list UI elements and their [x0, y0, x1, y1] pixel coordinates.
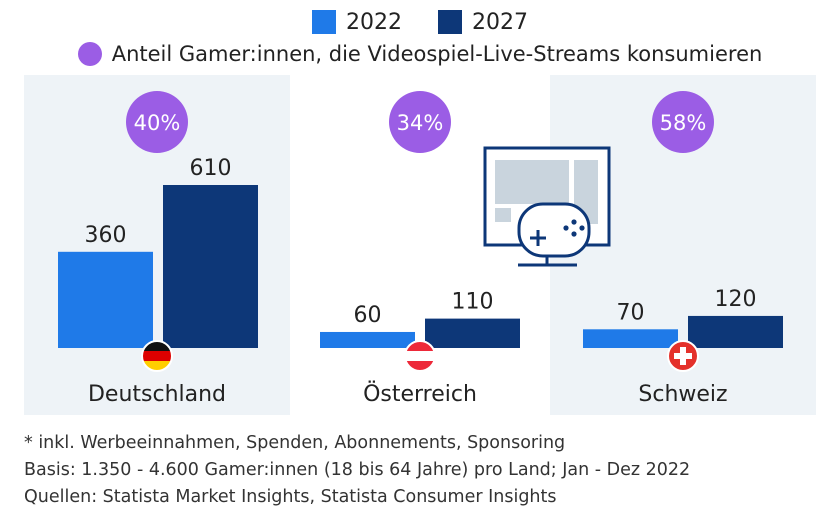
legend-item-2027: 2027: [438, 10, 528, 35]
share-value-label: 58%: [660, 111, 707, 135]
footnotes: * inkl. Werbeeinnahmen, Spenden, Abonnem…: [24, 430, 690, 511]
legend-swatch-2027: [438, 10, 462, 34]
legend-label-2027: 2027: [472, 9, 528, 35]
category-label: Österreich: [363, 381, 477, 407]
share-circle: [389, 91, 451, 153]
legend-label-2022: 2022: [346, 9, 402, 35]
share-circle: [126, 91, 188, 153]
austrian-flag-icon: [404, 340, 436, 372]
category-label: Schweiz: [638, 382, 727, 407]
swiss-flag-icon: [667, 340, 699, 372]
german-flag-icon: [141, 340, 173, 372]
data-label: 110: [452, 290, 494, 315]
monitor-gamepad-icon: [483, 146, 611, 267]
data-label: 60: [354, 303, 382, 328]
data-label: 120: [715, 287, 757, 312]
bar: [320, 331, 415, 348]
share-circle: [652, 91, 714, 153]
legend-item-2022: 2022: [312, 10, 402, 35]
share-value-label: 34%: [397, 111, 444, 135]
category-label: Deutschland: [88, 382, 226, 407]
legend-years: 2022 2027: [0, 8, 840, 36]
share-value-label: 40%: [134, 111, 181, 135]
data-label: 70: [617, 300, 645, 325]
legend-share: Anteil Gamer:innen, die Videospiel-Live-…: [0, 40, 840, 68]
legend-share-label: Anteil Gamer:innen, die Videospiel-Live-…: [111, 42, 763, 66]
bar: [583, 329, 678, 348]
data-label: 610: [190, 156, 232, 181]
footnote-sources: Quellen: Statista Market Insights, Stati…: [24, 487, 557, 507]
bar: [163, 185, 258, 348]
bar: [688, 315, 783, 348]
footnote-definition: * inkl. Werbeeinnahmen, Spenden, Abonnem…: [24, 433, 566, 453]
bar: [425, 318, 520, 348]
data-label: 360: [85, 223, 127, 248]
bar: [58, 251, 153, 348]
share-dot-icon: [77, 42, 102, 66]
legend-swatch-2022: [312, 10, 336, 34]
footnote-basis: Basis: 1.350 - 4.600 Gamer:innen (18 bis…: [24, 460, 691, 480]
